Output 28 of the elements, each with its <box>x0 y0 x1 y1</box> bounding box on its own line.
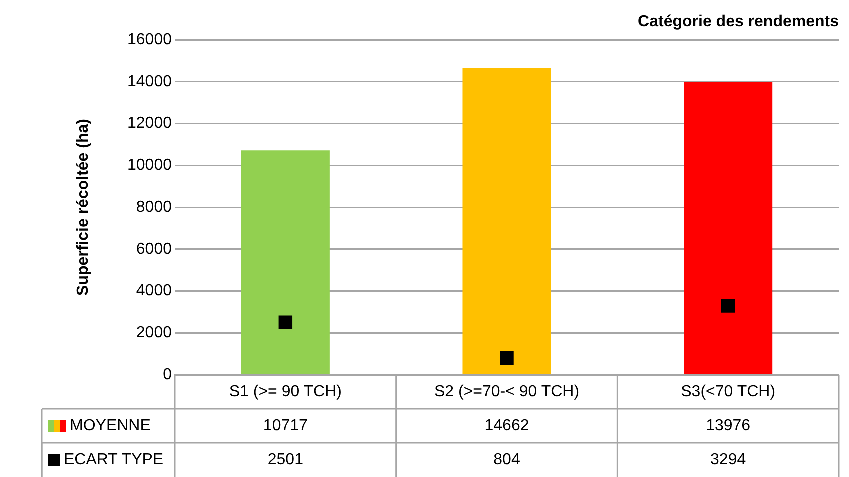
y-tick-label: 8000 <box>136 198 172 216</box>
y-tick-label: 4000 <box>136 282 172 300</box>
bar <box>684 82 773 374</box>
data-label: 10717 <box>263 417 308 434</box>
legend-label: MOYENNE <box>70 417 151 434</box>
y-tick-label: 14000 <box>128 73 172 90</box>
x-tick-label: S1 (>= 90 TCH) <box>229 383 342 400</box>
point <box>721 299 736 313</box>
data-label: 804 <box>494 451 520 468</box>
point <box>500 351 514 366</box>
point <box>278 316 293 330</box>
y-tick-label: 10000 <box>128 157 172 174</box>
data-label: 3294 <box>710 451 746 468</box>
y-tick-label: 12000 <box>128 115 172 132</box>
bar <box>241 150 330 374</box>
y-tick-label: 6000 <box>136 240 172 258</box>
bar <box>462 68 552 374</box>
x-tick-label: S2 (>=70-< 90 TCH) <box>434 383 580 400</box>
y-tick-label: 2000 <box>136 324 172 342</box>
y-tick-label: 0 <box>163 366 172 384</box>
data-label: 14662 <box>484 417 530 434</box>
legend-label: ECART TYPE <box>64 451 164 468</box>
data-label: 2501 <box>268 451 304 468</box>
x-tick-label: S3(<70 TCH) <box>681 383 776 400</box>
data-label: 13976 <box>706 417 751 434</box>
x-axis-title: Catégorie des rendements <box>638 13 840 30</box>
y-tick-label: 16000 <box>128 31 172 48</box>
y-axis-title: Superficie récoltée (ha) <box>75 119 92 296</box>
